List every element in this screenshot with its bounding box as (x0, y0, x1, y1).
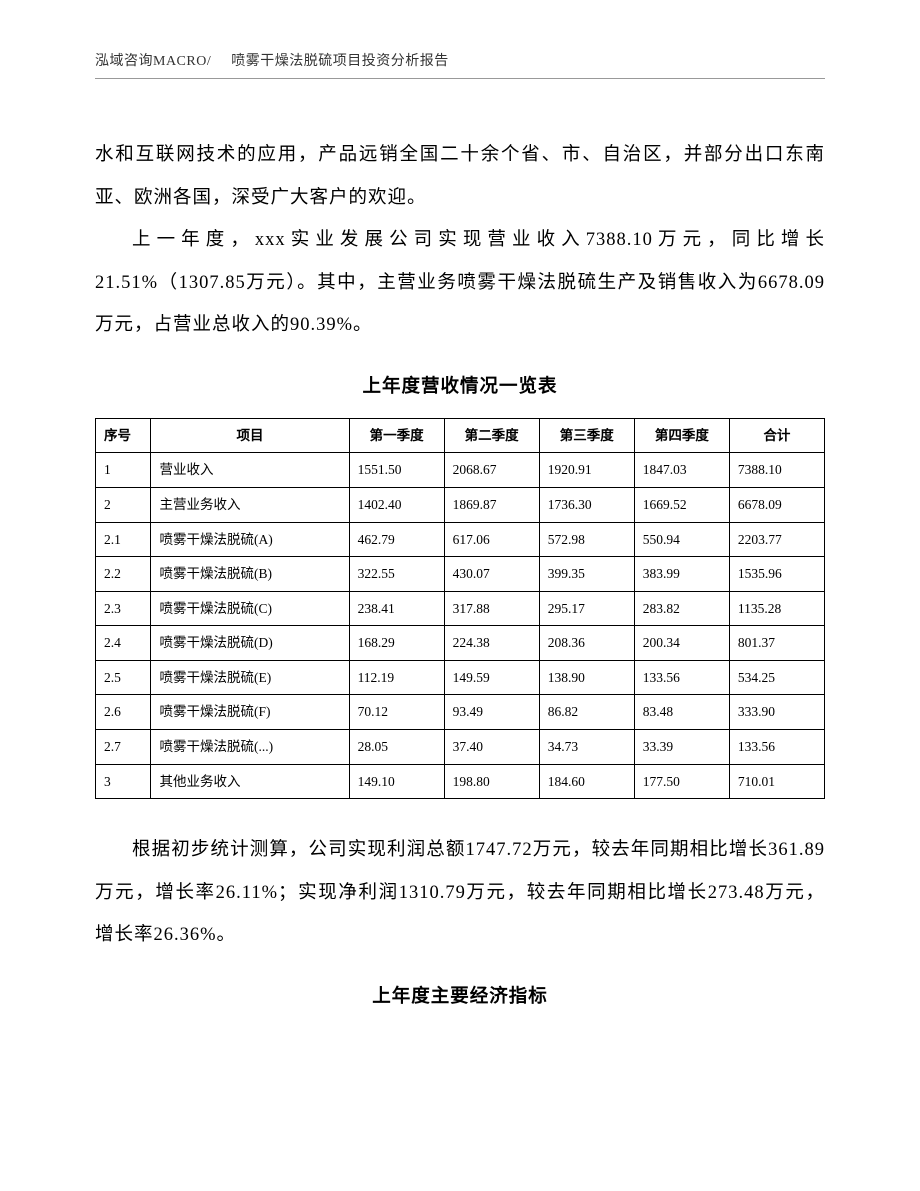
table-cell: 550.94 (634, 522, 729, 557)
table-cell: 34.73 (539, 730, 634, 765)
table-cell: 2.3 (96, 591, 151, 626)
paragraph-continuation: 水和互联网技术的应用，产品远销全国二十余个省、市、自治区，并部分出口东南亚、欧洲… (95, 134, 825, 219)
table-cell: 喷雾干燥法脱硫(...) (151, 730, 349, 765)
table-cell: 2.1 (96, 522, 151, 557)
table-cell: 2.4 (96, 626, 151, 661)
revenue-table-title: 上年度营收情况一览表 (95, 372, 825, 398)
table-cell: 1135.28 (729, 591, 824, 626)
table-header-row: 序号 项目 第一季度 第二季度 第三季度 第四季度 合计 (96, 418, 825, 453)
table-cell: 6678.09 (729, 487, 824, 522)
table-cell: 喷雾干燥法脱硫(F) (151, 695, 349, 730)
col-q2: 第二季度 (444, 418, 539, 453)
table-cell: 2.6 (96, 695, 151, 730)
table-cell: 喷雾干燥法脱硫(D) (151, 626, 349, 661)
table-cell: 200.34 (634, 626, 729, 661)
table-cell: 138.90 (539, 660, 634, 695)
table-cell: 322.55 (349, 557, 444, 592)
table-cell: 1535.96 (729, 557, 824, 592)
paragraph-profit: 根据初步统计测算，公司实现利润总额1747.72万元，较去年同期相比增长361.… (95, 829, 825, 957)
table-row: 1营业收入1551.502068.671920.911847.037388.10 (96, 453, 825, 488)
table-cell: 86.82 (539, 695, 634, 730)
table-cell: 283.82 (634, 591, 729, 626)
col-q1: 第一季度 (349, 418, 444, 453)
table-cell: 其他业务收入 (151, 764, 349, 799)
page-header: 泓域咨询MACRO/喷雾干燥法脱硫项目投资分析报告 (95, 50, 825, 79)
table-cell: 224.38 (444, 626, 539, 661)
table-cell: 28.05 (349, 730, 444, 765)
table-cell: 1869.87 (444, 487, 539, 522)
table-cell: 1402.40 (349, 487, 444, 522)
table-cell: 801.37 (729, 626, 824, 661)
table-row: 2.4喷雾干燥法脱硫(D)168.29224.38208.36200.34801… (96, 626, 825, 661)
table-cell: 462.79 (349, 522, 444, 557)
table-cell: 198.80 (444, 764, 539, 799)
table-cell: 295.17 (539, 591, 634, 626)
table-cell: 喷雾干燥法脱硫(B) (151, 557, 349, 592)
table-row: 3其他业务收入149.10198.80184.60177.50710.01 (96, 764, 825, 799)
table-cell: 317.88 (444, 591, 539, 626)
table-cell: 112.19 (349, 660, 444, 695)
table-cell: 2.7 (96, 730, 151, 765)
table-cell: 33.39 (634, 730, 729, 765)
table-cell: 喷雾干燥法脱硫(A) (151, 522, 349, 557)
header-left: 泓域咨询MACRO/ (95, 54, 211, 69)
table-cell: 430.07 (444, 557, 539, 592)
table-cell: 1736.30 (539, 487, 634, 522)
table-cell: 617.06 (444, 522, 539, 557)
table-cell: 1847.03 (634, 453, 729, 488)
table-cell: 149.10 (349, 764, 444, 799)
revenue-table: 序号 项目 第一季度 第二季度 第三季度 第四季度 合计 1营业收入1551.5… (95, 418, 825, 800)
table-cell: 营业收入 (151, 453, 349, 488)
paragraph-prev-year: 上一年度，xxx实业发展公司实现营业收入7388.10万元，同比增长21.51%… (95, 219, 825, 347)
table-row: 2.6喷雾干燥法脱硫(F)70.1293.4986.8283.48333.90 (96, 695, 825, 730)
table-cell: 133.56 (634, 660, 729, 695)
header-right: 喷雾干燥法脱硫项目投资分析报告 (231, 54, 449, 69)
table-cell: 149.59 (444, 660, 539, 695)
col-item: 项目 (151, 418, 349, 453)
col-q4: 第四季度 (634, 418, 729, 453)
table-cell: 184.60 (539, 764, 634, 799)
table-cell: 1 (96, 453, 151, 488)
table-cell: 572.98 (539, 522, 634, 557)
table-row: 2.3喷雾干燥法脱硫(C)238.41317.88295.17283.82113… (96, 591, 825, 626)
table-cell: 1551.50 (349, 453, 444, 488)
table-cell: 93.49 (444, 695, 539, 730)
table-cell: 喷雾干燥法脱硫(E) (151, 660, 349, 695)
table-cell: 1669.52 (634, 487, 729, 522)
table-row: 2.5喷雾干燥法脱硫(E)112.19149.59138.90133.56534… (96, 660, 825, 695)
col-q3: 第三季度 (539, 418, 634, 453)
table-cell: 主营业务收入 (151, 487, 349, 522)
table-row: 2.7喷雾干燥法脱硫(...)28.0537.4034.7333.39133.5… (96, 730, 825, 765)
revenue-table-body: 1营业收入1551.502068.671920.911847.037388.10… (96, 453, 825, 799)
table-cell: 333.90 (729, 695, 824, 730)
table-cell: 3 (96, 764, 151, 799)
table-row: 2主营业务收入1402.401869.871736.301669.526678.… (96, 487, 825, 522)
indicators-title: 上年度主要经济指标 (95, 982, 825, 1008)
table-cell: 1920.91 (539, 453, 634, 488)
table-cell: 喷雾干燥法脱硫(C) (151, 591, 349, 626)
table-cell: 168.29 (349, 626, 444, 661)
table-cell: 2.2 (96, 557, 151, 592)
table-cell: 2.5 (96, 660, 151, 695)
table-cell: 208.36 (539, 626, 634, 661)
table-cell: 2203.77 (729, 522, 824, 557)
table-cell: 177.50 (634, 764, 729, 799)
table-row: 2.1喷雾干燥法脱硫(A)462.79617.06572.98550.94220… (96, 522, 825, 557)
table-cell: 383.99 (634, 557, 729, 592)
table-cell: 399.35 (539, 557, 634, 592)
table-cell: 37.40 (444, 730, 539, 765)
table-cell: 7388.10 (729, 453, 824, 488)
table-cell: 70.12 (349, 695, 444, 730)
document-page: 泓域咨询MACRO/喷雾干燥法脱硫项目投资分析报告 水和互联网技术的应用，产品远… (0, 0, 920, 1068)
table-cell: 83.48 (634, 695, 729, 730)
table-cell: 534.25 (729, 660, 824, 695)
table-cell: 133.56 (729, 730, 824, 765)
table-cell: 2 (96, 487, 151, 522)
col-seq: 序号 (96, 418, 151, 453)
table-cell: 2068.67 (444, 453, 539, 488)
col-total: 合计 (729, 418, 824, 453)
table-cell: 238.41 (349, 591, 444, 626)
table-cell: 710.01 (729, 764, 824, 799)
table-row: 2.2喷雾干燥法脱硫(B)322.55430.07399.35383.99153… (96, 557, 825, 592)
